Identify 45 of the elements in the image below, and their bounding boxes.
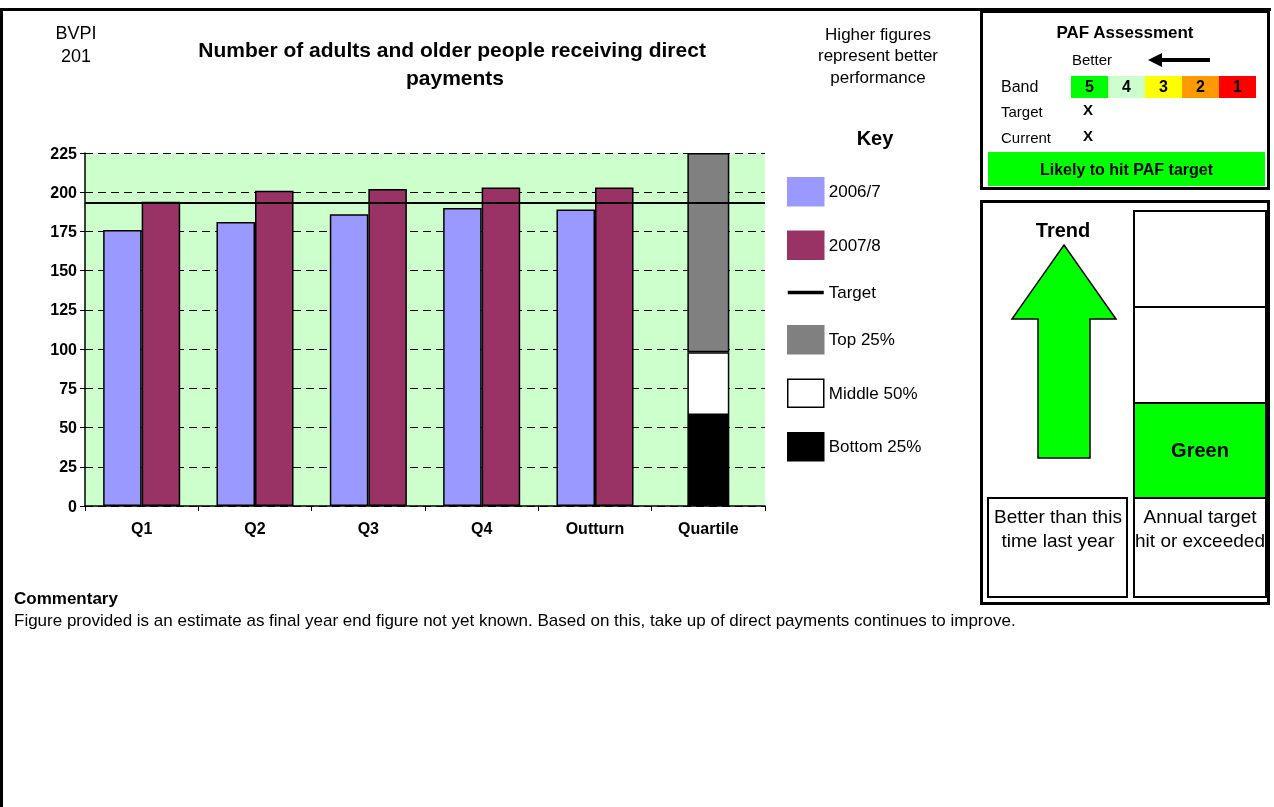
y-tick-label: 125 [50, 301, 78, 319]
x-tick-label: Quartile [678, 519, 739, 537]
y-tick-label: 75 [59, 379, 78, 397]
y-tick-label: 200 [50, 183, 78, 201]
x-tick-label: Q3 [357, 519, 380, 537]
y-tick-label: 0 [68, 497, 78, 515]
legend-label: Middle 50% [828, 383, 918, 403]
text: Commentary [14, 588, 119, 610]
text: PAF Assessment [1055, 22, 1195, 44]
text: 2 [1182, 76, 1219, 98]
text: Trend [1034, 218, 1092, 243]
legend-label: Target [828, 283, 877, 302]
text: Band [1001, 77, 1040, 97]
chart-title: Number of adults and older people receiving direct payments [198, 37, 712, 89]
legend-title: Key [855, 126, 895, 151]
x-tick-label: Q2 [244, 519, 266, 537]
y-tick-label: 100 [50, 340, 78, 358]
text: Annual target hit or exceeded [1135, 505, 1265, 553]
text: 5 [1071, 76, 1108, 98]
y-tick-label: 50 [59, 419, 78, 437]
text: Figure provided is an estimate as final year end figure not yet known. Based on this, take up of direct payments continues to improve. [14, 610, 1017, 632]
legend-label: 2007/8 [828, 235, 881, 255]
y-tick-label: 175 [50, 222, 78, 240]
text: 1 [1219, 76, 1256, 98]
text: 4 [1108, 76, 1145, 98]
text: X [1083, 127, 1094, 146]
text: Better [1071, 51, 1113, 70]
y-tick-label: 150 [50, 262, 78, 280]
text: 3 [1145, 76, 1182, 98]
text: Better than this time last year [993, 505, 1123, 553]
text: Higher figures represent better performance [817, 24, 939, 88]
text: Current [1001, 129, 1053, 148]
x-tick-label: Outturn [565, 519, 625, 537]
text: BVPI 201 [54, 22, 98, 67]
text: Target [1001, 103, 1044, 122]
legend-label: Top 25% [828, 330, 895, 350]
text: X [1083, 101, 1094, 120]
text: Green [1170, 438, 1230, 463]
legend-label: 2006/7 [828, 182, 881, 202]
legend-label: Bottom 25% [828, 437, 922, 457]
text: Likely to hit PAF target [1038, 160, 1215, 180]
x-tick-label: Q1 [130, 519, 153, 537]
y-tick-label: 225 [50, 144, 78, 162]
y-tick-label: 25 [59, 458, 78, 476]
x-tick-label: Q4 [470, 519, 493, 537]
